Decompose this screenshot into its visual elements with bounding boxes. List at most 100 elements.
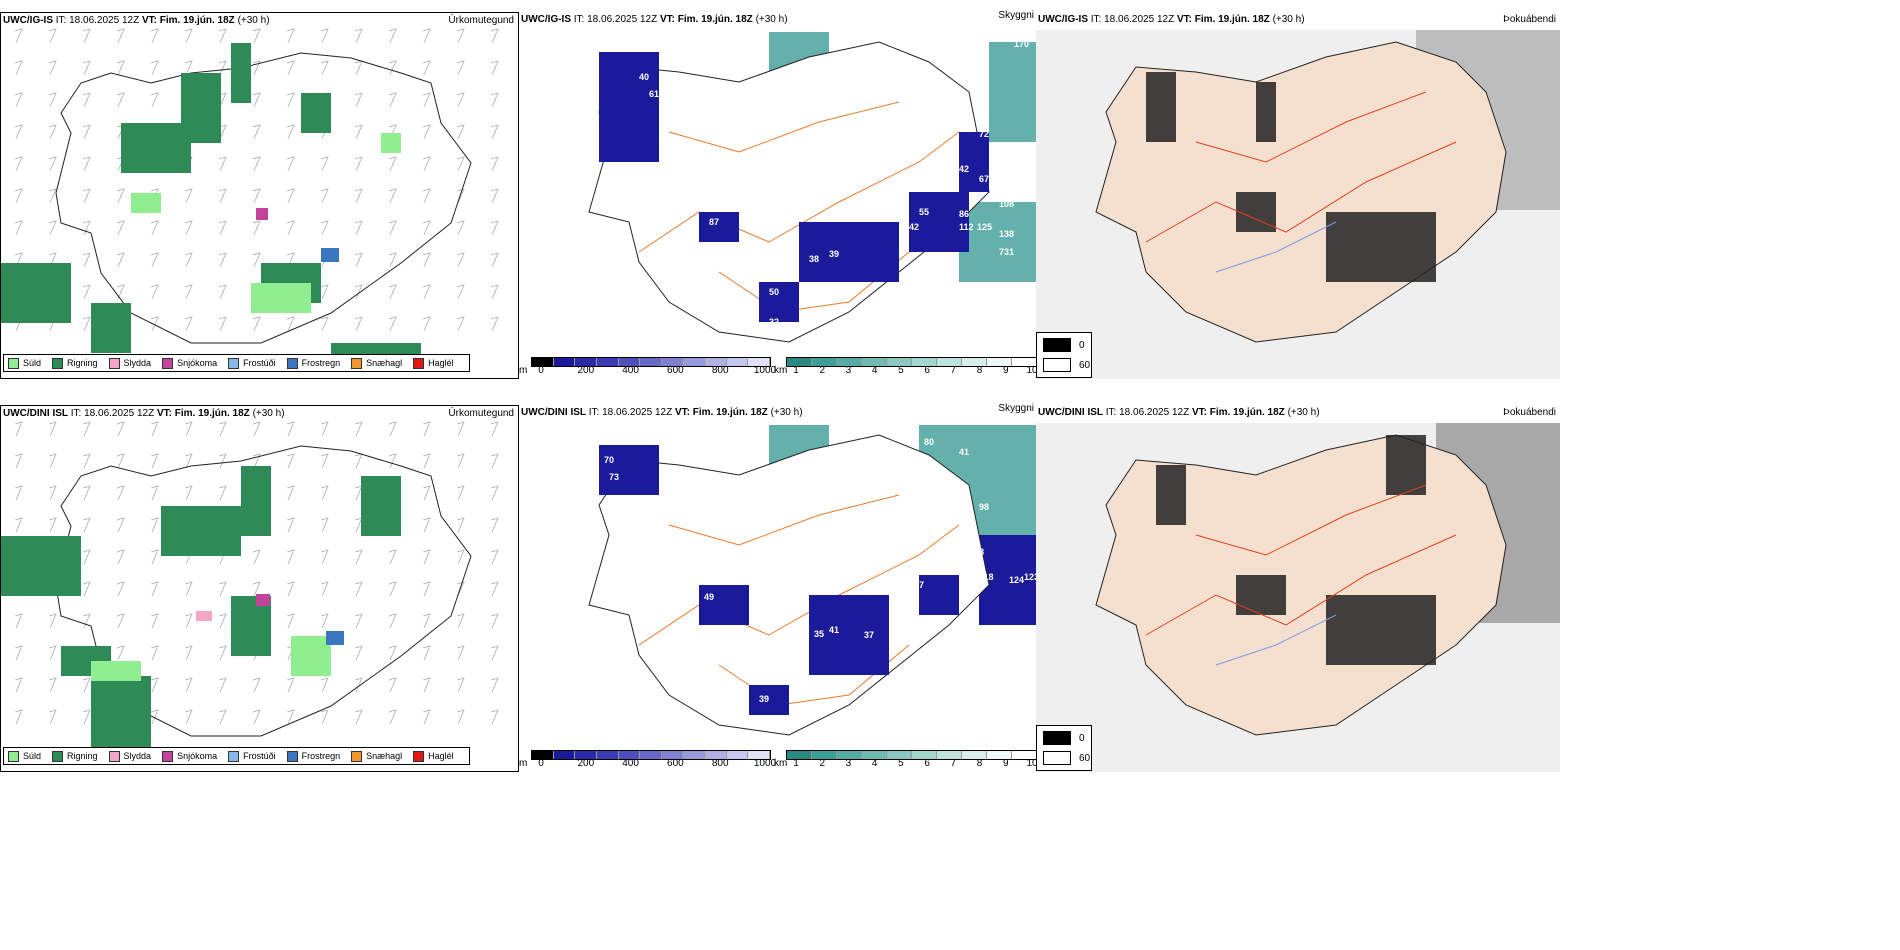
wind-barb [252, 252, 261, 268]
wind-barb [218, 28, 227, 44]
colorbar-tick: 2 [819, 758, 825, 769]
wind-barb [388, 581, 397, 597]
wind-barb [48, 124, 57, 140]
wind-barb [48, 485, 57, 501]
wind-barb [388, 421, 397, 437]
wind-barb [252, 677, 261, 693]
wind-barb [116, 517, 125, 533]
wind-barb [286, 220, 295, 236]
wind-barb [320, 677, 329, 693]
wind-barb [490, 517, 499, 533]
panel-header: UWC/DINI ISL IT: 18.06.2025 12Z VT: Fim.… [1038, 407, 1320, 418]
visibility-value: 118 [979, 572, 994, 582]
wind-barb [490, 485, 499, 501]
legend-item: Slydda [108, 357, 151, 369]
wind-barb [184, 709, 193, 725]
visibility-value: 113 [659, 657, 674, 667]
colorbar-tick: 7 [950, 365, 957, 376]
legend-item: Rigning [52, 357, 98, 369]
wind-barb [354, 188, 363, 204]
colorbar-tick: 800 [711, 365, 729, 376]
visibility-value: 123 [1024, 572, 1036, 582]
wind-barb [48, 188, 57, 204]
colorbar-unit: m [519, 365, 528, 376]
low-visibility-areas [599, 52, 989, 322]
legend-label: Rigning [67, 358, 98, 368]
wind-barb [82, 220, 91, 236]
wind-barb [218, 677, 227, 693]
wind-barb [48, 28, 57, 44]
colorbar-tick: 7 [950, 758, 957, 769]
visibility-value: 39 [829, 249, 839, 259]
wind-barb [116, 421, 125, 437]
wind-barb [388, 220, 397, 236]
visibility-value: 985 [949, 59, 964, 69]
colorbar-tick: 600 [667, 758, 684, 769]
wind-barb [252, 28, 261, 44]
wind-barb [354, 709, 363, 725]
colorbar-tick: 4 [871, 365, 878, 376]
legend-swatch [8, 357, 19, 369]
wind-barb [456, 188, 465, 204]
wind-barb [456, 60, 465, 76]
colorbar-tick: 800 [711, 758, 729, 769]
wind-barb [286, 156, 295, 172]
fog-legend: 0 60 [1036, 725, 1092, 771]
wind-barb [150, 453, 159, 469]
visibility-value: 125 [977, 222, 992, 232]
visibility-value: 41 [959, 447, 969, 457]
wind-barb [422, 156, 431, 172]
wind-barb [490, 156, 499, 172]
wind-barb [184, 188, 193, 204]
legend-label: Frostregn [301, 358, 341, 368]
legend-swatch [413, 357, 425, 369]
wind-barb [388, 453, 397, 469]
colorbar-tick: 2 [819, 365, 825, 376]
wind-barb [116, 188, 125, 204]
visibility-colorbar: km 1 2 3 4 5 6 7 8 9 10 [774, 750, 1038, 772]
wind-barb [354, 517, 363, 533]
wind-barb [48, 517, 57, 533]
fog-map-row1 [1036, 30, 1560, 379]
wind-barb [150, 60, 159, 76]
legend-item: Slydda [108, 750, 151, 762]
wind-barb [422, 549, 431, 565]
wind-barb [490, 28, 499, 44]
wind-barb [320, 188, 329, 204]
wind-barb [388, 60, 397, 76]
variable-title: Skyggni [998, 403, 1034, 414]
visibility-value: 49 [779, 189, 789, 199]
wind-barb [320, 709, 329, 725]
wind-barb [150, 517, 159, 533]
panel-header: UWC/IG-IS IT: 18.06.2025 12Z VT: Fim. 19… [521, 14, 788, 25]
wind-barb [82, 28, 91, 44]
wind-barb [116, 581, 125, 597]
legend-item: Haglél [413, 750, 454, 762]
wind-barb [320, 220, 329, 236]
wind-barb [184, 453, 193, 469]
wind-barb [218, 124, 227, 140]
wind-barb [116, 252, 125, 268]
wind-barb [456, 645, 465, 661]
wind-barb [422, 60, 431, 76]
wind-barb [218, 60, 227, 76]
wind-barb [286, 677, 295, 693]
wind-barb [82, 252, 91, 268]
legend-item: Haglél [413, 357, 454, 369]
legend-swatch [52, 750, 64, 762]
wind-barb [456, 549, 465, 565]
wind-barb [354, 220, 363, 236]
wind-barb [218, 709, 227, 725]
wind-barb [286, 124, 295, 140]
wind-barb [286, 709, 295, 725]
wind-barb [48, 60, 57, 76]
visibility-value: 98 [979, 502, 989, 512]
wind-barb [48, 421, 57, 437]
wind-barb [252, 156, 261, 172]
wind-barb [82, 613, 91, 629]
precip-map-row2 [1, 421, 499, 756]
wind-barb [422, 252, 431, 268]
iceland-outline [55, 52, 472, 344]
